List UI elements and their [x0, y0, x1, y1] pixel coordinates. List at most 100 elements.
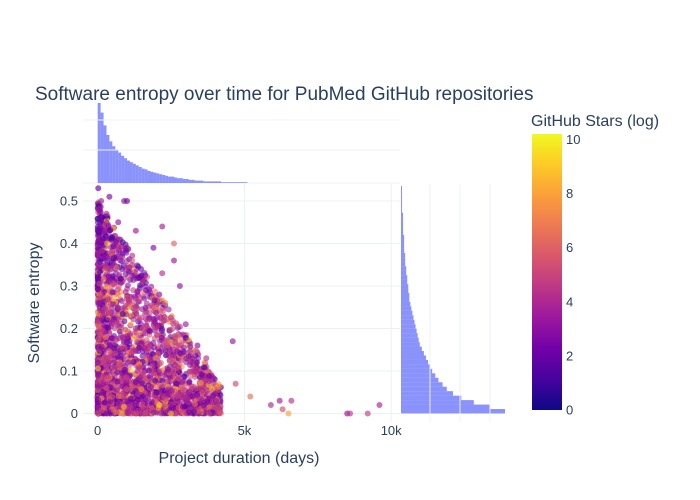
data-point	[119, 239, 126, 246]
data-point	[217, 410, 224, 417]
data-point	[187, 361, 194, 368]
data-point	[118, 298, 125, 305]
x-hist-bar	[238, 182, 242, 183]
data-point	[106, 278, 113, 285]
data-point	[279, 406, 286, 413]
y-hist-bar	[401, 275, 408, 280]
data-point	[148, 383, 155, 390]
data-point	[109, 364, 116, 371]
y-hist-bar	[401, 226, 404, 231]
data-point	[103, 385, 110, 392]
data-point	[168, 404, 175, 411]
y-hist-bar	[401, 199, 403, 204]
data-point	[146, 373, 153, 380]
data-point	[159, 382, 166, 389]
data-point	[167, 374, 174, 381]
x-axis-title: Project duration (days)	[159, 450, 320, 467]
data-point	[106, 348, 113, 355]
x-hist-bar	[173, 177, 177, 183]
x-hist-bar	[109, 141, 113, 183]
y-hist-bar	[401, 319, 415, 325]
data-point	[193, 368, 200, 375]
data-point	[128, 350, 135, 357]
y-hist-bar	[401, 190, 403, 195]
data-point	[140, 393, 147, 400]
x-hist-bar	[176, 178, 180, 183]
data-point	[113, 386, 120, 393]
data-point	[101, 399, 108, 406]
data-point	[376, 402, 383, 408]
colorbar-tick-label: 6	[566, 240, 573, 255]
data-point	[186, 368, 193, 375]
y-hist-bar	[401, 310, 413, 316]
data-point	[112, 238, 119, 245]
y-hist-bar	[401, 337, 419, 343]
data-point	[206, 404, 213, 411]
x-hist-bar	[147, 171, 151, 183]
data-point	[124, 263, 131, 270]
data-point	[122, 247, 129, 254]
y-hist-bar	[401, 208, 403, 213]
data-point	[161, 402, 168, 409]
data-point	[150, 244, 157, 251]
y-hist-bar	[401, 404, 490, 410]
data-point	[109, 289, 116, 296]
data-point	[172, 339, 179, 346]
data-point	[151, 297, 158, 304]
data-point	[136, 364, 143, 371]
x-hist-bar	[162, 175, 166, 183]
data-point	[180, 344, 187, 351]
data-point	[178, 383, 185, 390]
x-tick-label: 5k	[238, 423, 252, 438]
data-point	[181, 373, 188, 380]
y-axis-title: Software entropy	[26, 243, 43, 364]
data-point	[95, 261, 102, 268]
y-hist-bar	[401, 288, 409, 294]
data-point	[150, 409, 157, 416]
data-point	[160, 409, 167, 416]
data-point	[132, 308, 139, 315]
data-point	[98, 343, 105, 350]
data-point	[118, 408, 125, 415]
data-point	[183, 355, 190, 362]
data-point	[135, 396, 142, 403]
x-hist-bar	[220, 182, 224, 183]
colorbar-title: GitHub Stars (log)	[531, 113, 659, 130]
data-point	[267, 402, 274, 408]
data-point	[152, 377, 159, 384]
data-point	[151, 288, 158, 295]
y-hist-bar	[401, 351, 424, 356]
data-point	[117, 354, 124, 361]
data-point	[196, 408, 203, 415]
x-hist-bar	[165, 175, 169, 183]
colorbar-tick-label: 10	[566, 132, 580, 147]
data-point	[199, 389, 206, 396]
data-point	[276, 397, 283, 404]
data-point	[98, 247, 105, 254]
data-point	[111, 325, 118, 332]
y-hist-bar	[401, 257, 406, 262]
data-point	[142, 272, 149, 279]
data-point	[123, 374, 130, 381]
y-hist-bar	[401, 359, 429, 365]
x-hist-bar	[144, 169, 148, 183]
data-point	[160, 307, 167, 314]
data-point	[115, 219, 122, 226]
data-point	[163, 342, 170, 349]
data-point	[190, 383, 197, 390]
data-point	[95, 383, 102, 390]
x-hist-bar	[156, 173, 160, 183]
data-point	[119, 334, 126, 341]
data-point	[110, 406, 117, 413]
x-hist-bar	[206, 181, 210, 183]
y-hist-bar	[401, 270, 407, 276]
data-point	[159, 223, 166, 230]
data-point	[210, 392, 217, 399]
x-hist-bar	[235, 182, 239, 183]
y-tick-label: 0.2	[60, 321, 78, 336]
data-point	[181, 392, 188, 399]
y-tick-label: 0.5	[60, 194, 78, 209]
data-point	[124, 332, 131, 339]
data-point	[95, 185, 102, 192]
data-point	[98, 198, 105, 204]
